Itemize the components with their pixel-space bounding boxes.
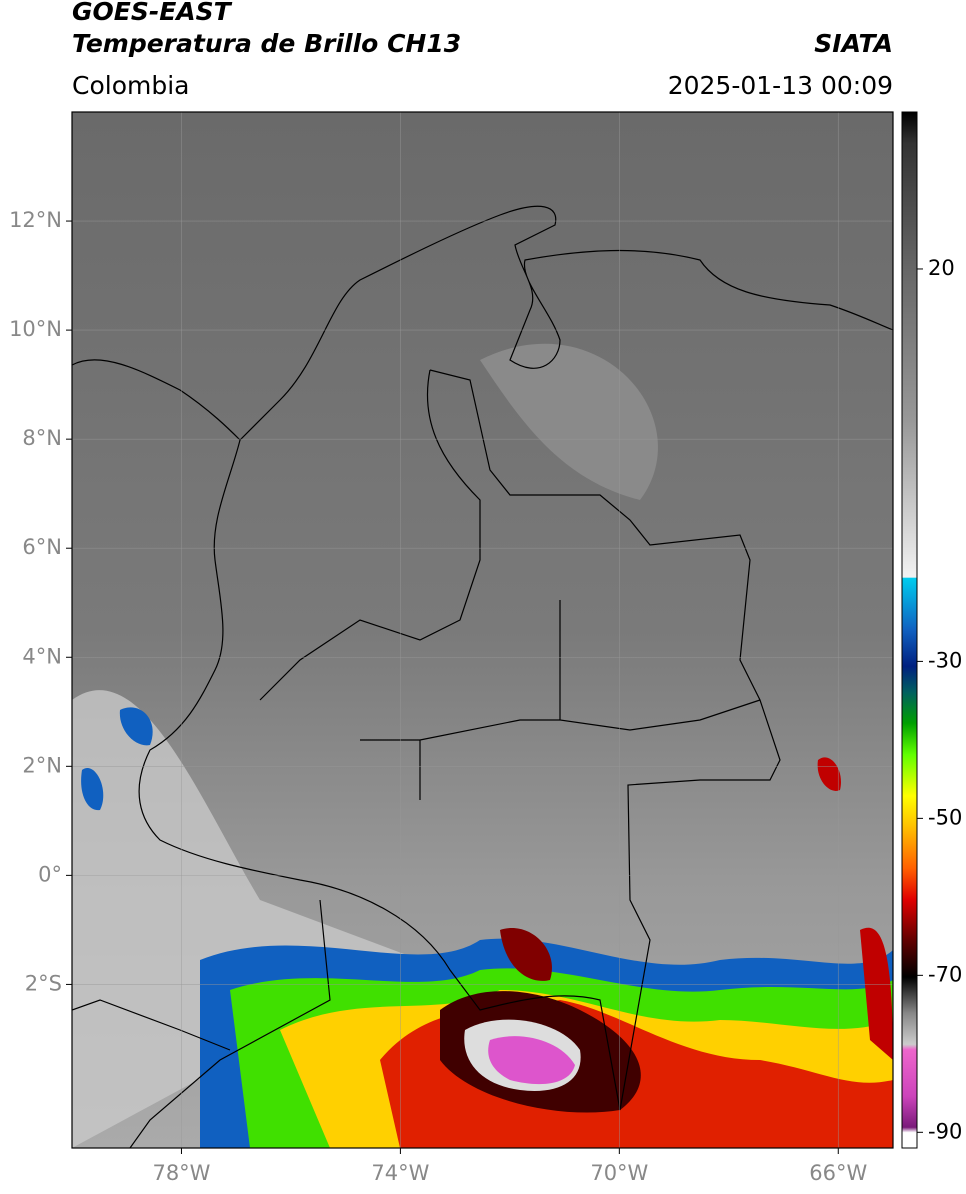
- map-frame: [71, 111, 894, 1149]
- y-tick-label: 8°N: [22, 426, 62, 450]
- y-tick-label: 2°N: [22, 753, 62, 777]
- colorbar-tick-label: -30: [928, 648, 962, 672]
- y-tick-label: 2°S: [25, 971, 62, 995]
- colorbar-tick-label: -50: [928, 805, 962, 829]
- x-tick-label: 78°W: [152, 1161, 210, 1185]
- colorbar-tick-label: -70: [928, 962, 962, 986]
- datetime: 2025-01-13 00:09: [668, 71, 893, 100]
- y-tick-label: 0°: [38, 862, 62, 886]
- x-tick-label: 70°W: [590, 1161, 648, 1185]
- source: SIATA: [814, 29, 893, 58]
- x-tick-label: 74°W: [371, 1161, 429, 1185]
- title: GOES-EAST: [72, 0, 233, 26]
- colorbar-tick-label: -90: [928, 1119, 962, 1143]
- x-tick-label: 66°W: [809, 1161, 867, 1185]
- satellite-image: [72, 112, 893, 1148]
- subtitle: Temperatura de Brillo CH13: [72, 29, 461, 58]
- y-tick-label: 4°N: [22, 644, 62, 668]
- y-tick-label: 10°N: [9, 317, 62, 341]
- y-tick-label: 6°N: [22, 535, 62, 559]
- colorbar: [901, 111, 918, 1149]
- y-tick-label: 12°N: [9, 208, 62, 232]
- region: Colombia: [72, 71, 189, 100]
- colorbar-tick-label: 20: [928, 256, 955, 280]
